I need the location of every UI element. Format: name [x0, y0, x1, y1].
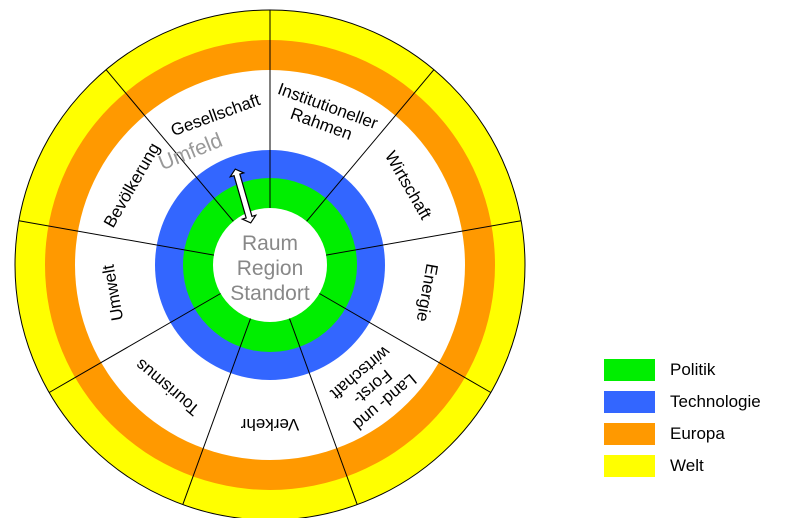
segment-divider [319, 293, 492, 393]
segment-label-group: Verkehr [240, 415, 299, 434]
segment-divider [326, 220, 522, 256]
center-label-region: Region [237, 257, 304, 280]
legend-swatch-politik [604, 359, 655, 381]
segment-label: Verkehr [240, 415, 299, 434]
segment-divider [289, 318, 358, 505]
legend-label-politik: Politik [670, 360, 716, 379]
legend-swatch-europa [604, 423, 655, 445]
segment-divider [182, 318, 251, 505]
segment-divider [18, 220, 214, 256]
segment-divider [105, 69, 234, 222]
legend-swatch-technologie [604, 391, 655, 413]
legend-label-welt: Welt [670, 456, 704, 475]
segment-divider [48, 293, 221, 393]
segment-dividers [18, 10, 522, 505]
legend-label-technologie: Technologie [670, 392, 761, 411]
center-label-standort: Standort [230, 282, 310, 305]
segment-divider [306, 69, 435, 222]
legend-swatch-welt [604, 455, 655, 477]
double-arrow-icon [228, 168, 258, 224]
center-label-raum: Raum [242, 232, 298, 255]
legend-label-europa: Europa [670, 424, 725, 443]
center-circle [213, 208, 327, 322]
